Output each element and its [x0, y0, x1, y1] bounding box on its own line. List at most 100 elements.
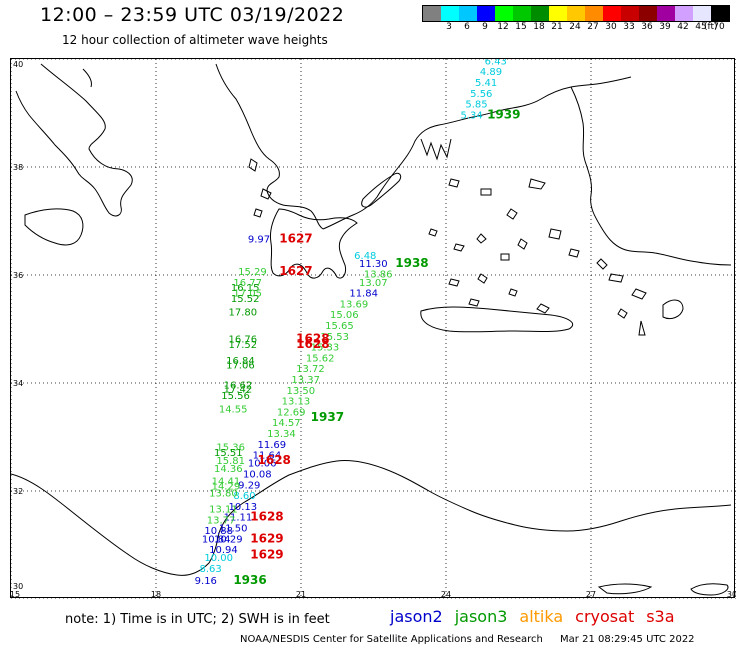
wave-height-label: 11.11	[224, 513, 253, 524]
legend-swatch	[603, 6, 621, 21]
longitude-tick-label: 15	[11, 590, 20, 599]
wave-height-label: 10.94	[209, 545, 238, 556]
wave-height-label: 16.15	[231, 283, 260, 294]
wave-height-label: 10.00	[204, 553, 233, 564]
wave-height-label: 5.85	[465, 100, 487, 111]
wave-height-label: 14.29	[212, 481, 241, 492]
wave-height-label: 6.43	[485, 59, 507, 67]
map-canvas: 15 18 21 24 27 30 40 38 36 34 32 30 6.434.895.415.5…	[10, 56, 737, 600]
wave-height-label: 4.89	[480, 67, 502, 78]
wave-height-label: 10.88	[204, 526, 233, 537]
credit-text: NOAA/NESDIS Center for Satellite Applica…	[240, 634, 543, 645]
satellite-name-jason2: jason2	[390, 607, 443, 626]
wave-height-label: 5.34	[461, 110, 483, 121]
satellite-name-cryosat: cryosat	[575, 607, 635, 626]
wave-height-label: 14.55	[219, 405, 248, 416]
wave-height-label: 16.62	[224, 380, 253, 391]
wave-height-label: 15.56	[221, 391, 250, 402]
legend-label: 30	[605, 22, 617, 32]
wave-height-label: 13.86	[364, 270, 393, 281]
wave-height-label: 13.77	[207, 515, 236, 526]
wave-height-label: 11.84	[349, 289, 378, 300]
latitude-tick-label: 36	[13, 271, 23, 280]
longitude-tick-label: 18	[151, 590, 161, 599]
wave-height-label: 9.16	[195, 576, 217, 587]
wave-height-label: 13.34	[267, 429, 296, 440]
wave-height-label: 10.29	[214, 534, 243, 545]
pass-time-label: 1938	[395, 256, 428, 270]
wave-height-label: 17.42	[224, 385, 253, 396]
legend-label: 21	[551, 22, 563, 32]
legend-swatch	[477, 6, 495, 21]
wave-height-label: 13.13	[282, 397, 311, 408]
wave-height-label: 15.51	[214, 448, 243, 459]
wave-height-label: 14.57	[272, 418, 301, 429]
pass-time-label: 1628	[250, 510, 283, 524]
pass-time-label: 1629	[250, 531, 283, 545]
latitude-tick-label: 32	[13, 487, 23, 496]
legend-swatch	[621, 6, 639, 21]
wave-height-label: 16.77	[233, 278, 262, 289]
wave-height-label: 17.52	[229, 340, 258, 351]
wave-height-label: 8.60	[233, 491, 255, 502]
wave-height-label: 15.53	[320, 332, 349, 343]
wave-height-label: 5.56	[470, 89, 492, 100]
legend-label: 39	[659, 22, 671, 32]
legend-swatch	[693, 6, 711, 21]
pass-time-label: 1939	[487, 107, 520, 121]
wave-height-label: 11.30	[359, 259, 388, 270]
legend-swatch	[423, 6, 441, 21]
legend-swatch	[531, 6, 549, 21]
legend-swatch	[711, 6, 729, 21]
legend-swatch	[459, 6, 477, 21]
wave-height-label: 15.36	[216, 443, 245, 454]
legend-label: 70	[713, 22, 725, 32]
color-legend-unit: (ft)	[704, 22, 718, 32]
legend-label: 18	[533, 22, 545, 32]
legend-swatch	[513, 6, 531, 21]
wave-height-label: 13.50	[287, 386, 316, 397]
wave-height-label: 15.81	[216, 456, 245, 467]
wave-height-label: 13.37	[291, 375, 320, 386]
map-plot: 15 18 21 24 27 30 40 38 36 34 32 30 6.43 4.89 5.41 5.5…	[10, 56, 737, 600]
wave-height-label: 13.80	[209, 488, 238, 499]
legend-swatch	[675, 6, 693, 21]
pass-time-label: 1628	[296, 337, 329, 351]
wave-height-label: 15.52	[231, 294, 260, 305]
wave-height-label: 11.69	[258, 440, 287, 451]
wave-height-label: 8.63	[200, 564, 222, 575]
wave-height-observations: 6.434.895.415.565.855.349.976.4811.3013.…	[195, 56, 507, 587]
legend-label: 33	[623, 22, 635, 32]
satellite-name-altika: altika	[519, 607, 564, 626]
latitude-tick-label: 30	[13, 582, 23, 591]
page-subtitle: 12 hour collection of altimeter wave hei…	[62, 33, 328, 47]
latitude-tick-label: 40	[13, 60, 23, 69]
pass-time-label: 1628	[258, 453, 291, 467]
wave-height-label: 9.97	[248, 235, 270, 246]
wave-height-label: 10.06	[248, 459, 277, 470]
legend-swatch	[441, 6, 459, 21]
legend-label: 15	[515, 22, 527, 32]
wave-height-label: 10.13	[229, 502, 258, 513]
legend-swatch	[567, 6, 585, 21]
wave-height-label: 13.69	[340, 299, 369, 310]
legend-swatch	[657, 6, 675, 21]
wave-height-label: 13.72	[296, 364, 325, 375]
wave-height-label: 17.80	[229, 308, 258, 319]
coastlines	[10, 63, 732, 596]
legend-label: 24	[569, 22, 581, 32]
pass-time-label: 1628	[296, 332, 329, 346]
pass-time-label: 1627	[279, 264, 312, 278]
wave-height-label: 10.84	[202, 534, 231, 545]
wave-height-label: 11.64	[253, 451, 282, 462]
wave-height-label: 16.76	[229, 335, 258, 346]
wave-height-label: 13.07	[359, 278, 388, 289]
legend-label: 9	[482, 22, 488, 32]
wave-height-label: 15.29	[238, 267, 267, 278]
legend-swatch	[549, 6, 567, 21]
legend-swatch	[495, 6, 513, 21]
legend-label: 12	[497, 22, 509, 32]
wave-height-label: 14.36	[214, 464, 243, 475]
wave-height-label: 11.50	[219, 524, 248, 535]
lat-lon-grid	[10, 58, 737, 600]
